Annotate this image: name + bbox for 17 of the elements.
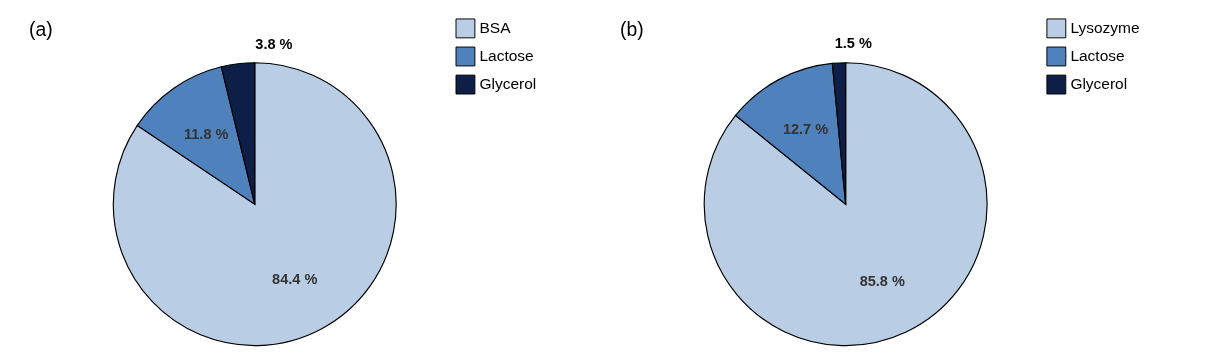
data-label: 1.5 % (834, 35, 872, 52)
data-label: 84.4 % (272, 270, 318, 287)
pie-slice (703, 62, 988, 346)
chart-title: (b) (619, 17, 644, 40)
data-label: 12.7 % (782, 121, 829, 138)
legend-label: Lysozyme (1070, 19, 1140, 37)
data-label: 3.8 % (255, 36, 293, 53)
pie-slice (112, 62, 397, 347)
data-label: 85.8 % (859, 272, 905, 289)
legend-label: Lactose (479, 47, 534, 65)
legend-label: BSA (479, 19, 512, 37)
pie-slice (136, 66, 256, 205)
legend-label: Glycerol (479, 75, 537, 93)
legend-label: Lactose (1070, 47, 1125, 65)
data-label: 11.8 % (183, 126, 229, 143)
legend-label: Glycerol (1070, 75, 1128, 93)
chart-title: (a) (29, 17, 53, 40)
